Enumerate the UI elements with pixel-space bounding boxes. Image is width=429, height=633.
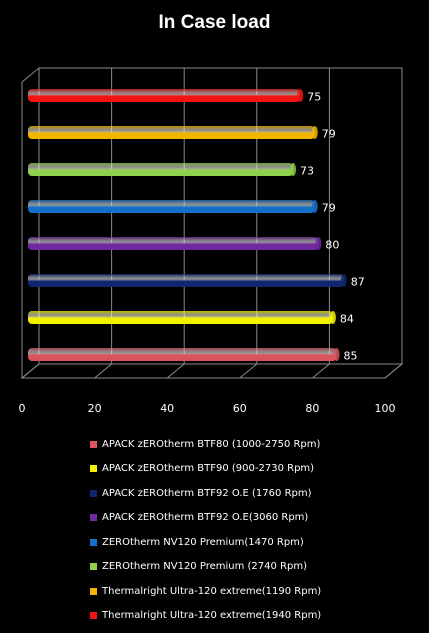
legend-swatch xyxy=(90,563,97,571)
legend-label: APACK zEROtherm BTF92 O.E(3060 Rpm) xyxy=(102,512,309,524)
bar xyxy=(28,200,315,213)
legend-item: Thermalright Ultra-120 extreme(1940 Rpm) xyxy=(90,604,420,629)
legend-item: ZEROtherm NV120 Premium(1470 Rpm) xyxy=(90,530,420,555)
bar-cap xyxy=(340,274,347,287)
data-label: 79 xyxy=(322,128,336,141)
data-label: 75 xyxy=(307,91,321,104)
data-labels: 85 84 87 80 79 73 79 75 xyxy=(300,91,365,363)
side-wall xyxy=(21,66,40,380)
bar xyxy=(28,163,293,176)
legend-swatch xyxy=(90,440,97,448)
bar-cap xyxy=(289,163,296,176)
floor xyxy=(20,363,404,379)
data-label: 79 xyxy=(322,202,336,215)
legend-label: Thermalright Ultra-120 extreme(1190 Rpm) xyxy=(102,585,322,597)
legend-label: APACK zEROtherm BTF90 (900-2730 Rpm) xyxy=(102,463,315,475)
bar-cap xyxy=(297,89,304,102)
bar-cap xyxy=(329,311,336,324)
legend-swatch xyxy=(90,612,97,620)
data-label: 84 xyxy=(340,313,354,326)
bar-cap xyxy=(311,126,318,139)
bar xyxy=(28,89,301,102)
legend-label: Thermalright Ultra-120 extreme(1940 Rpm) xyxy=(102,610,322,622)
x-tick-label: 80 xyxy=(305,402,319,415)
legend-swatch xyxy=(90,489,97,497)
legend-swatch xyxy=(90,587,97,595)
legend-label: ZEROtherm NV120 Premium(1470 Rpm) xyxy=(102,536,304,548)
bar xyxy=(28,348,337,361)
legend-label: APACK zEROtherm BTF80 (1000-2750 Rpm) xyxy=(102,438,321,450)
x-tick-label: 100 xyxy=(375,402,396,415)
x-tick-label: 20 xyxy=(88,402,102,415)
legend-label: APACK zEROtherm BTF92 O.E (1760 Rpm) xyxy=(102,487,312,499)
legend-label: ZEROtherm NV120 Premium (2740 Rpm) xyxy=(102,561,307,573)
x-axis-ticks: 0 20 40 60 80 100 xyxy=(19,402,396,415)
bars xyxy=(28,89,347,361)
bar xyxy=(28,274,344,287)
x-tick-label: 0 xyxy=(19,402,26,415)
legend-item: APACK zEROtherm BTF90 (900-2730 Rpm) xyxy=(90,457,420,482)
chart-title: In Case load xyxy=(158,12,271,33)
bar-cap xyxy=(315,237,322,250)
bar xyxy=(28,311,333,324)
legend-item: APACK zEROtherm BTF92 O.E(3060 Rpm) xyxy=(90,506,420,531)
legend-item: ZEROtherm NV120 Premium (2740 Rpm) xyxy=(90,555,420,580)
bar-cap xyxy=(311,200,318,213)
data-label: 80 xyxy=(325,239,339,252)
gridline xyxy=(384,68,403,379)
legend-item: Thermalright Ultra-120 extreme(1190 Rpm) xyxy=(90,579,420,604)
gridline xyxy=(312,68,330,379)
legend-swatch xyxy=(90,514,97,522)
legend-swatch xyxy=(90,465,97,473)
data-label: 73 xyxy=(300,165,314,178)
chart-plot: 85 84 87 80 79 73 79 75 0 20 40 60 80 100 xyxy=(19,66,404,415)
data-label: 85 xyxy=(344,350,358,363)
bar xyxy=(28,126,315,139)
plot-area xyxy=(20,66,404,380)
bar xyxy=(28,237,319,250)
legend: APACK zEROtherm BTF80 (1000-2750 Rpm) APA… xyxy=(90,432,420,628)
x-tick-label: 40 xyxy=(160,402,174,415)
x-tick-label: 60 xyxy=(233,402,247,415)
bar-cap xyxy=(333,348,340,361)
legend-item: APACK zEROtherm BTF80 (1000-2750 Rpm) xyxy=(90,432,420,457)
data-label: 87 xyxy=(351,276,365,289)
legend-item: APACK zEROtherm BTF92 O.E (1760 Rpm) xyxy=(90,481,420,506)
legend-swatch xyxy=(90,538,97,546)
